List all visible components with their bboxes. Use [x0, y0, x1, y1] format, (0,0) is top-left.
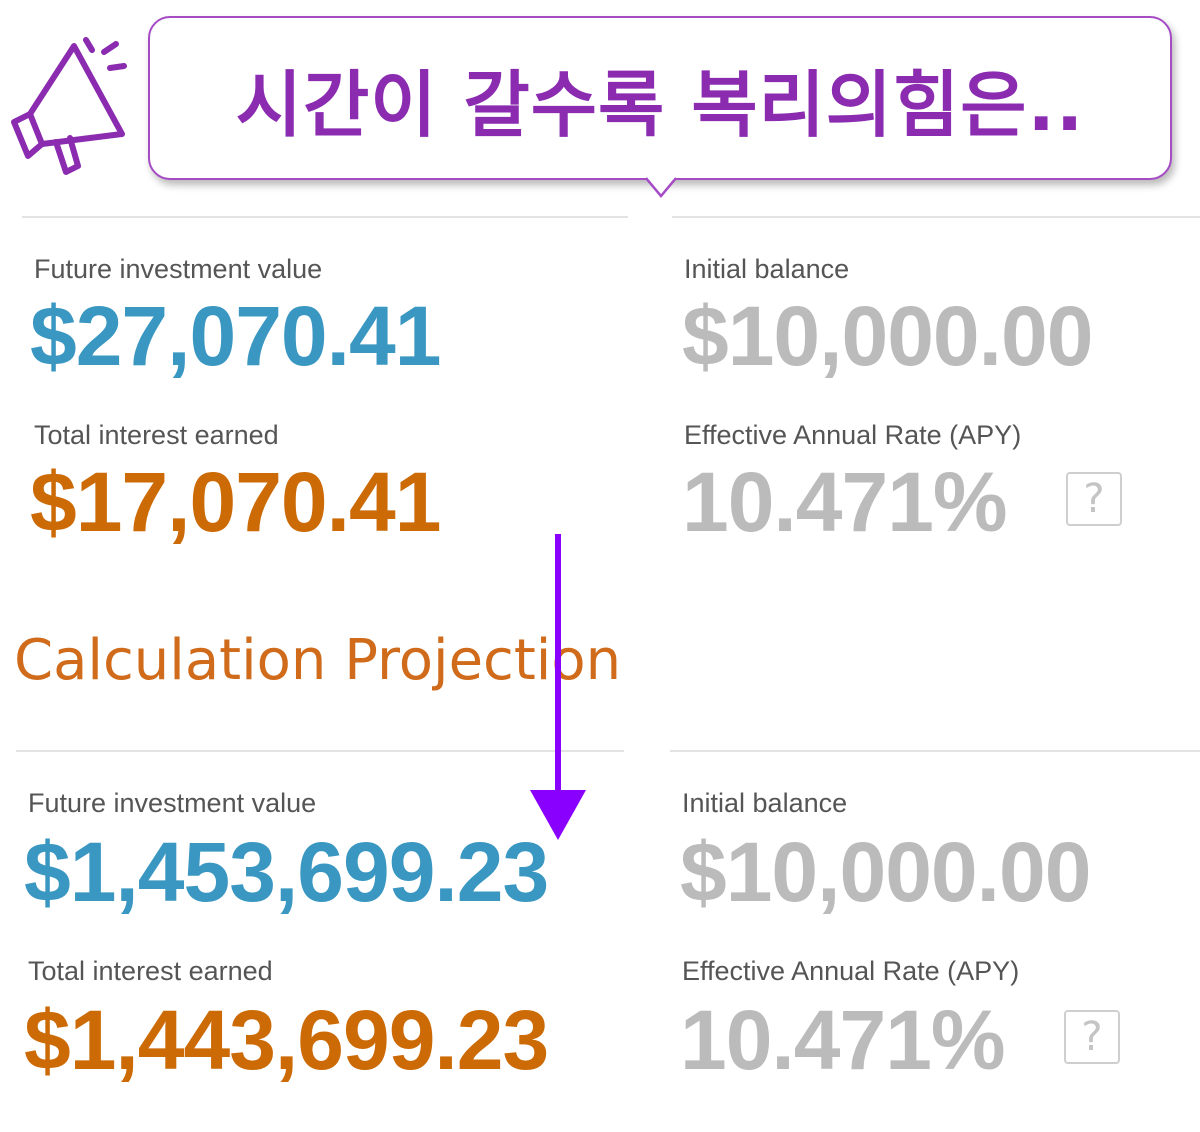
apy-label: Effective Annual Rate (APY) [684, 420, 1022, 450]
total-interest-value: $17,070.41 [30, 455, 441, 549]
divider [672, 216, 1200, 218]
callout-text: 시간이 갈수록 복리의힘은.. [235, 62, 1085, 147]
down-arrow-icon [530, 534, 586, 840]
future-value-label: Future investment value [34, 254, 323, 284]
future-value: $27,070.41 [30, 289, 441, 383]
megaphone-icon [11, 37, 127, 175]
apy-value: 10.471% [680, 993, 1006, 1087]
initial-balance-label: Initial balance [682, 788, 848, 818]
total-interest-label: Total interest earned [28, 956, 273, 986]
initial-balance-label: Initial balance [684, 254, 850, 284]
divider [670, 750, 1200, 752]
section-title: Calculation Projection [14, 628, 622, 693]
divider [22, 216, 628, 218]
help-icon[interactable]: ? [1064, 1010, 1120, 1064]
divider [16, 750, 624, 752]
apy-value: 10.471% [682, 455, 1008, 549]
callout-bubble: 시간이 갈수록 복리의힘은.. [148, 16, 1172, 180]
help-icon[interactable]: ? [1066, 472, 1122, 526]
future-value: $1,453,699.23 [24, 825, 549, 919]
apy-label: Effective Annual Rate (APY) [682, 956, 1020, 986]
callout-tail [646, 176, 676, 198]
total-interest-value: $1,443,699.23 [24, 993, 549, 1087]
initial-balance-value: $10,000.00 [680, 825, 1091, 919]
future-value-label: Future investment value [28, 788, 317, 818]
initial-balance-value: $10,000.00 [682, 289, 1093, 383]
total-interest-label: Total interest earned [34, 420, 279, 450]
